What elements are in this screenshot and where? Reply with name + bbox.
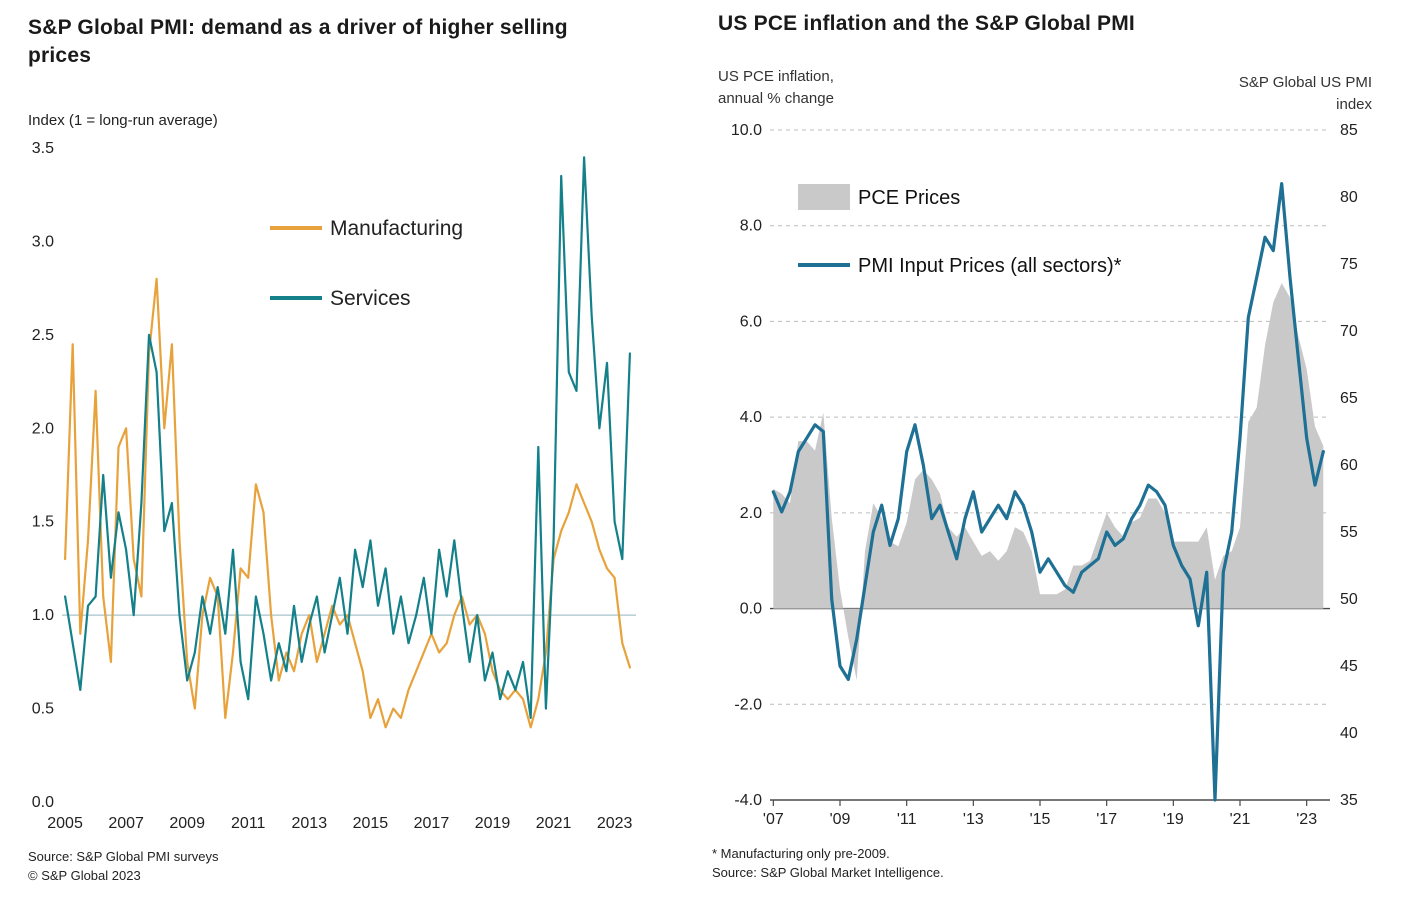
right-chart-right-axis-label-line2: index [1336,95,1372,113]
right-chart-right-axis-label: S&P Global US PMI index [1180,72,1372,116]
svg-text:0.0: 0.0 [32,794,54,811]
svg-text:3.5: 3.5 [32,140,54,157]
svg-text:8.0: 8.0 [740,218,762,235]
left-chart-title: S&P Global PMI: demand as a driver of hi… [28,16,568,68]
svg-text:55: 55 [1340,524,1358,541]
svg-text:2007: 2007 [108,815,144,832]
svg-text:2.5: 2.5 [32,327,54,344]
svg-text:2019: 2019 [475,815,511,832]
svg-text:65: 65 [1340,390,1358,407]
svg-text:Manufacturing: Manufacturing [330,217,463,240]
svg-text:45: 45 [1340,658,1358,675]
svg-text:80: 80 [1340,189,1358,206]
svg-text:2005: 2005 [47,815,83,832]
svg-text:1.5: 1.5 [32,514,54,531]
svg-text:60: 60 [1340,457,1358,474]
left-chart-copyright-line: © S&P Global 2023 [28,867,141,883]
svg-text:35: 35 [1340,792,1358,809]
svg-text:'19: '19 [1163,811,1184,828]
svg-text:0.5: 0.5 [32,701,54,718]
svg-text:2011: 2011 [231,815,266,832]
svg-text:2017: 2017 [414,815,450,832]
svg-text:85: 85 [1340,122,1358,139]
left-chart-source-line: Source: S&P Global PMI surveys [28,849,219,864]
right-chart-footnote: * Manufacturing only pre-2009. [712,846,890,861]
svg-text:75: 75 [1340,256,1358,273]
svg-text:4.0: 4.0 [740,409,762,426]
right-chart-title: US PCE inflation and the S&P Global PMI [718,12,1135,35]
svg-text:'13: '13 [963,811,984,828]
left-chart-source: Source: S&P Global PMI surveys © S&P Glo… [28,848,219,886]
svg-text:40: 40 [1340,725,1358,742]
right-chart-source-line: Source: S&P Global Market Intelligence. [712,864,944,880]
svg-text:50: 50 [1340,591,1358,608]
svg-text:1.0: 1.0 [32,607,54,624]
svg-text:2021: 2021 [536,815,572,832]
svg-text:'07: '07 [763,811,784,828]
svg-text:-4.0: -4.0 [734,792,762,809]
svg-text:PMI Input Prices (all sectors): PMI Input Prices (all sectors)* [858,255,1122,277]
svg-text:2023: 2023 [597,815,633,832]
svg-text:6.0: 6.0 [740,313,762,330]
svg-text:'23: '23 [1296,811,1317,828]
svg-text:2009: 2009 [169,815,205,832]
svg-text:'21: '21 [1230,811,1251,828]
svg-text:'17: '17 [1096,811,1117,828]
svg-text:'09: '09 [830,811,851,828]
svg-text:2.0: 2.0 [740,505,762,522]
right-chart-plot: 10.0 8.0 6.0 4.0 2.0 0.0 -2.0 -4.0 85 80 75 70 65 60 5… [731,122,1358,828]
svg-text:'15: '15 [1030,811,1051,828]
svg-text:3.0: 3.0 [32,233,54,250]
left-chart-plot: 0.0 0.5 1.0 1.5 2.0 2.5 3.0 3.5 2005 2007 2009 2011… [32,140,636,832]
svg-text:70: 70 [1340,323,1358,340]
svg-text:2013: 2013 [292,815,328,832]
svg-text:PCE Prices: PCE Prices [858,187,960,209]
svg-text:10.0: 10.0 [731,122,762,139]
svg-text:2.0: 2.0 [32,420,54,437]
svg-text:Services: Services [330,287,411,310]
svg-text:-2.0: -2.0 [734,696,762,713]
right-chart-right-axis-label-line1: S&P Global US PMI [1238,74,1372,91]
left-chart-y-axis-note: Index (1 = long-run average) [28,112,218,129]
right-chart-footer: * Manufacturing only pre-2009. Source: S… [712,845,944,883]
right-chart-left-axis-label-line2: annual % change [718,89,834,107]
right-chart-left-axis-label: US PCE inflation, annual % change [718,66,834,110]
right-chart-left-axis-label-line1: US PCE inflation, [718,68,834,85]
svg-text:2015: 2015 [353,815,389,832]
svg-text:'11: '11 [897,811,917,828]
svg-text:0.0: 0.0 [740,601,762,618]
